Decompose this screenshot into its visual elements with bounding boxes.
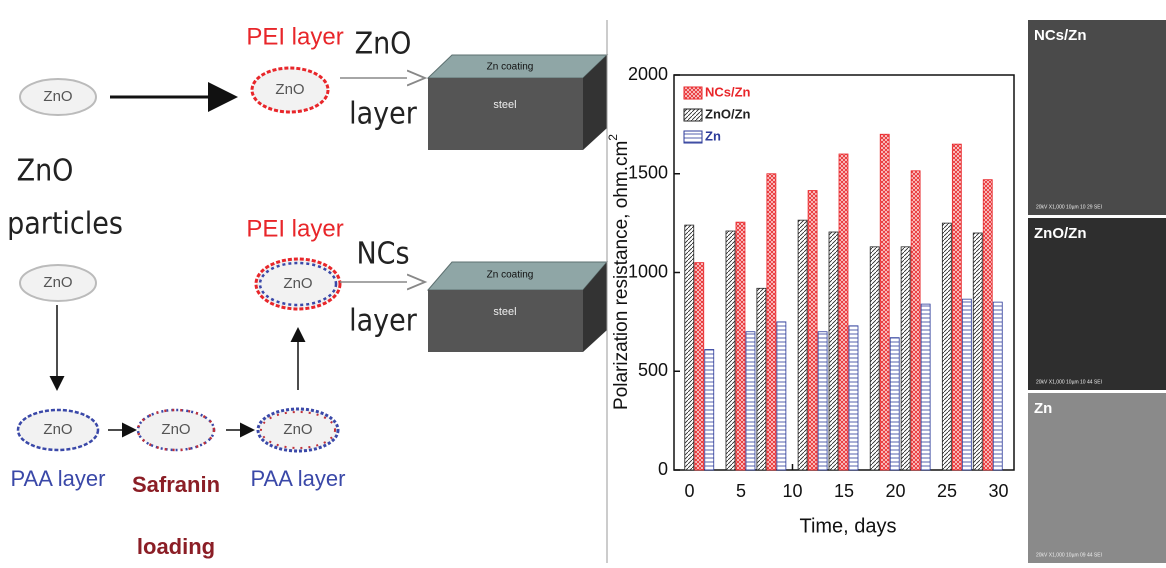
bar	[705, 350, 714, 470]
bar	[962, 299, 971, 470]
text: particles	[7, 207, 123, 242]
pei-label: PEI layer	[246, 23, 343, 50]
bar	[798, 220, 807, 470]
micrograph-label: ZnO/Zn	[1034, 225, 1087, 242]
steel-label: steel	[493, 99, 516, 111]
bar	[818, 332, 827, 470]
micrograph-footer: 20kV X1,000 10µm 10 44 SEI	[1036, 379, 1102, 385]
product-label: layer	[349, 304, 418, 339]
bar	[685, 225, 694, 470]
step-label: PAA layer	[11, 466, 106, 491]
y-tick-label: 0	[658, 459, 668, 479]
step-label: PAA layer	[251, 466, 346, 491]
pei-label: PEI layer	[246, 215, 343, 242]
x-tick-label: 20	[885, 481, 905, 501]
bar	[808, 191, 817, 470]
micrograph-label: NCs/Zn	[1034, 27, 1087, 44]
bar	[757, 288, 766, 470]
text: ZnO	[17, 154, 74, 189]
y-tick-label: 1000	[628, 261, 668, 281]
particle-label: ZnO	[43, 421, 72, 438]
legend-label: Zn	[705, 128, 721, 143]
bar	[911, 171, 920, 470]
coating-label: Zn coating	[487, 62, 534, 73]
y-axis-title-sup: 2	[606, 134, 620, 141]
legend-label: NCs/Zn	[705, 84, 751, 99]
micrographs: NCs/Zn 20kV X1,000 10µm 10 29 SEI ZnO/Zn 20…	[1028, 20, 1166, 563]
diagram: ZnO PEI layer ZnO ZnO layer Zn coating s…	[7, 23, 607, 558]
x-tick-label: 5	[736, 481, 746, 501]
micrograph	[1028, 218, 1166, 390]
bar	[839, 154, 848, 470]
x-tick-label: 10	[782, 481, 802, 501]
product-label: layer	[349, 97, 418, 132]
product-label: ZnO	[355, 27, 412, 62]
legend-swatch	[684, 131, 702, 143]
particle-label: ZnO	[283, 275, 312, 292]
bar	[746, 332, 755, 470]
x-tick-label: 0	[684, 481, 694, 501]
x-axis-title: Time, days	[799, 515, 896, 537]
figure: ZnO PEI layer ZnO ZnO layer Zn coating s…	[0, 0, 1166, 563]
steel-face	[428, 290, 583, 352]
bar	[983, 180, 992, 470]
step-label: Safranin	[132, 472, 220, 497]
legend-swatch	[684, 87, 702, 99]
bar	[695, 263, 704, 470]
particle-label: ZnO	[283, 421, 312, 438]
product-label: NCs	[356, 237, 409, 272]
micrograph	[1028, 393, 1166, 563]
bar	[942, 223, 951, 470]
micrograph	[1028, 20, 1166, 215]
bar	[880, 134, 889, 470]
y-tick-label: 500	[638, 360, 668, 380]
y-tick-label: 1500	[628, 163, 668, 183]
bar	[726, 231, 735, 470]
bar	[901, 247, 910, 470]
bar	[952, 144, 961, 470]
bar	[777, 322, 786, 470]
bar	[736, 222, 745, 470]
x-tick-label: 25	[937, 481, 957, 501]
chart: Time, days Polarization resistance, ohm.…	[606, 20, 1014, 563]
x-tick-label: 30	[989, 481, 1009, 501]
micrograph-label: Zn	[1034, 400, 1052, 417]
micrograph-footer: 20kV X1,000 10µm 09 44 SEI	[1036, 552, 1102, 558]
legend-label: ZnO/Zn	[705, 106, 751, 121]
bar	[849, 326, 858, 470]
bar	[829, 232, 838, 470]
x-tick-label: 15	[834, 481, 854, 501]
step-label: loading	[137, 534, 215, 559]
page: ZnO PEI layer ZnO ZnO layer Zn coating s…	[0, 0, 1166, 563]
bar	[921, 304, 930, 470]
bar	[870, 247, 879, 470]
legend-swatch	[684, 109, 702, 121]
particle-label: ZnO	[43, 274, 72, 291]
steel-label: steel	[493, 306, 516, 318]
bar	[767, 174, 776, 470]
y-tick-label: 2000	[628, 64, 668, 84]
bar	[993, 302, 1002, 470]
particle-label: ZnO	[161, 421, 190, 438]
bar	[890, 338, 899, 470]
bar	[973, 233, 982, 470]
micrograph-footer: 20kV X1,000 10µm 10 29 SEI	[1036, 204, 1102, 210]
particle-label: ZnO	[275, 81, 304, 98]
particle-label: ZnO	[43, 88, 72, 105]
steel-face	[428, 78, 583, 150]
coating-label: Zn coating	[487, 270, 534, 281]
